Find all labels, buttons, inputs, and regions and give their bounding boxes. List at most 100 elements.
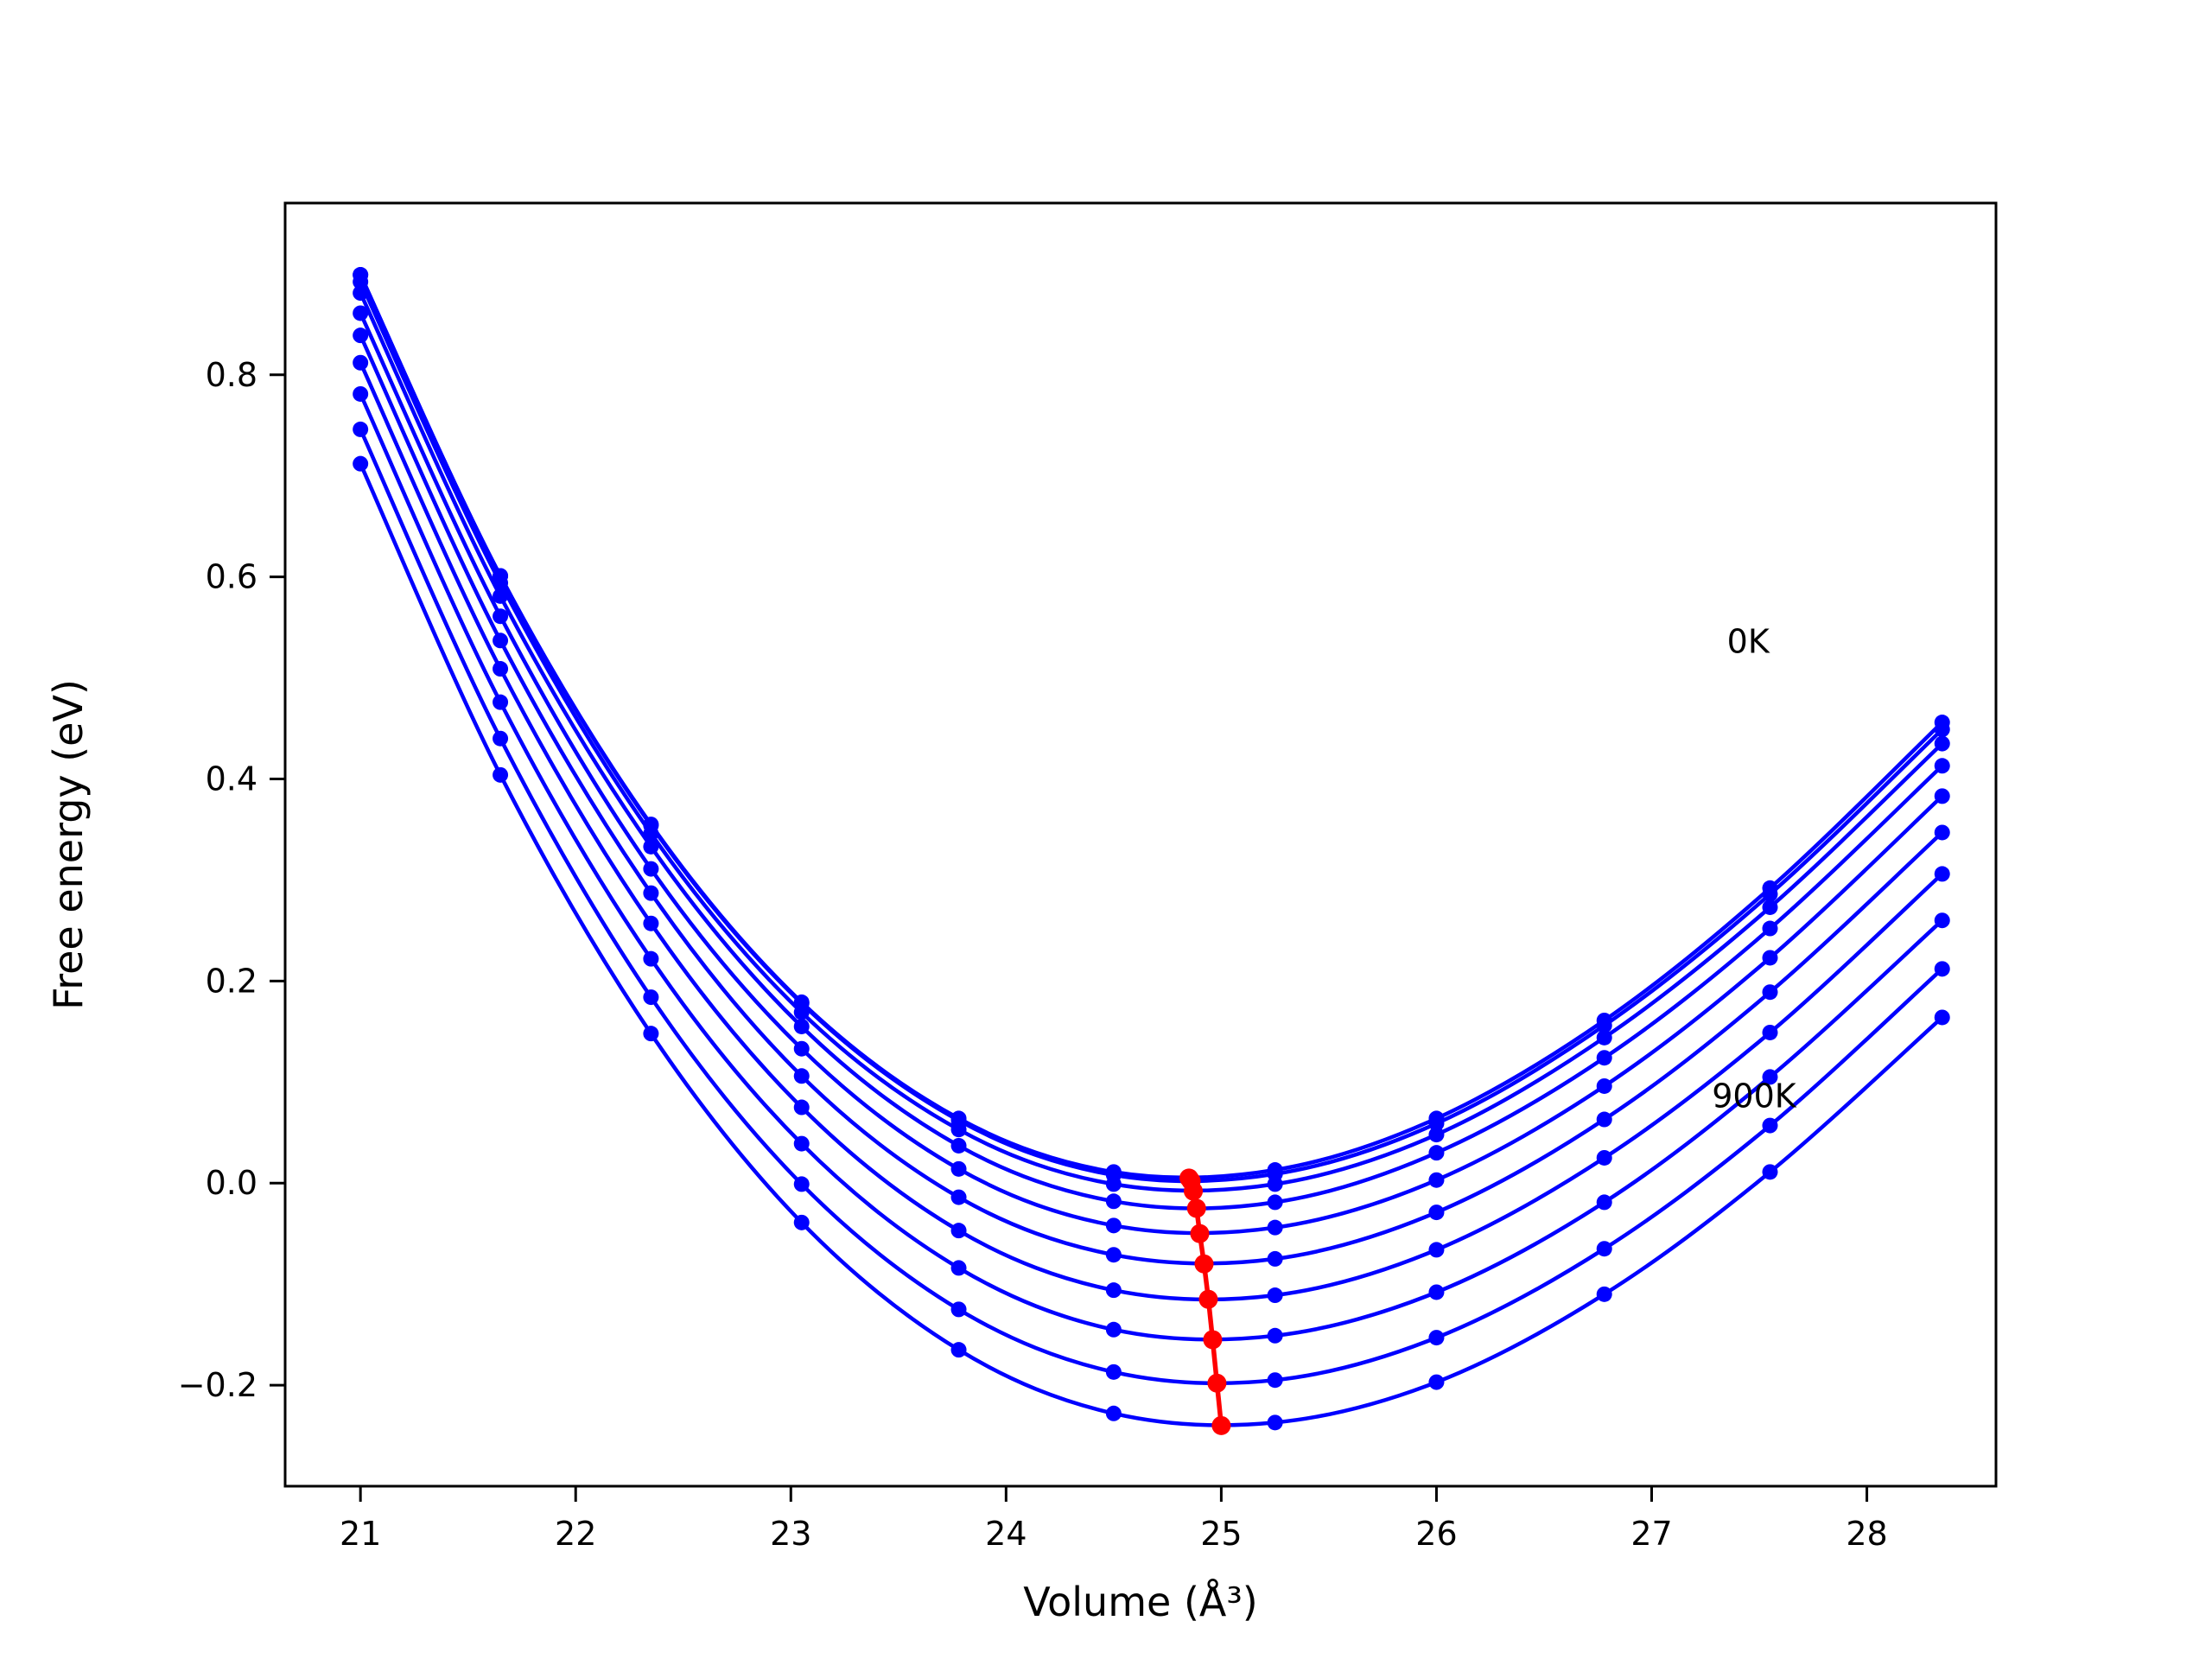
curve-800K: [358, 427, 1944, 1386]
point-800K: [1267, 1372, 1283, 1389]
point-900K: [793, 1214, 810, 1230]
point-700K: [1428, 1284, 1445, 1300]
y-tick-label: 0.0: [206, 1164, 257, 1202]
y-tick-label: 0.6: [206, 558, 257, 596]
point-500K: [353, 327, 369, 344]
curve-600K: [358, 360, 1944, 1302]
point-100K: [1428, 1116, 1445, 1132]
point-300K: [793, 1018, 810, 1034]
point-900K: [1596, 1286, 1612, 1302]
point-300K: [1105, 1193, 1122, 1210]
point-100K: [1762, 886, 1778, 902]
point-600K: [793, 1099, 810, 1116]
minima-point: [1190, 1224, 1210, 1243]
curve-100K: [358, 272, 1944, 1184]
point-300K: [1428, 1145, 1445, 1161]
point-900K: [643, 1026, 659, 1042]
point-200K: [1267, 1176, 1283, 1192]
point-600K: [1428, 1242, 1445, 1258]
minima-point: [1186, 1198, 1206, 1218]
point-200K: [353, 274, 369, 290]
point-800K: [793, 1176, 810, 1192]
point-600K: [1105, 1282, 1122, 1299]
point-300K: [353, 285, 369, 302]
point-200K: [950, 1122, 967, 1138]
point-400K: [793, 1040, 810, 1057]
y-tick-label: 0.4: [206, 760, 257, 798]
point-500K: [1762, 984, 1778, 1001]
point-400K: [1105, 1217, 1122, 1234]
point-800K: [1105, 1363, 1122, 1380]
point-600K: [643, 915, 659, 931]
curve-500K: [358, 333, 1944, 1266]
point-200K: [793, 1004, 810, 1020]
point-900K: [1267, 1414, 1283, 1431]
point-900K: [493, 766, 509, 783]
point-900K: [1428, 1374, 1445, 1390]
point-800K: [1596, 1241, 1612, 1257]
point-800K: [1762, 1117, 1778, 1134]
point-800K: [1428, 1330, 1445, 1346]
curve-400K: [358, 311, 1944, 1236]
point-300K: [950, 1137, 967, 1154]
point-500K: [950, 1189, 967, 1205]
point-700K: [1105, 1321, 1122, 1338]
minima-point: [1203, 1330, 1223, 1350]
x-tick-label: 25: [1200, 1515, 1242, 1553]
point-800K: [353, 421, 369, 437]
point-300K: [643, 838, 659, 855]
point-500K: [1428, 1205, 1445, 1221]
point-500K: [643, 885, 659, 901]
point-400K: [1596, 1077, 1612, 1094]
point-500K: [1267, 1250, 1283, 1267]
minima-point: [1184, 1181, 1204, 1201]
point-400K: [1267, 1219, 1283, 1236]
point-600K: [1596, 1149, 1612, 1166]
point-800K: [950, 1301, 967, 1318]
point-300K: [493, 588, 509, 604]
point-100K: [1596, 1017, 1612, 1033]
point-600K: [950, 1223, 967, 1239]
minima-point: [1194, 1254, 1214, 1274]
point-900K: [1934, 1009, 1950, 1026]
point-200K: [1762, 899, 1778, 915]
annotation-0K: 0K: [1727, 622, 1770, 660]
point-200K: [1934, 735, 1950, 752]
point-500K: [1934, 824, 1950, 841]
point-900K: [1105, 1405, 1122, 1421]
point-700K: [793, 1135, 810, 1152]
curve-0K: [358, 272, 1944, 1180]
point-900K: [353, 455, 369, 472]
curve-700K: [358, 391, 1944, 1342]
y-tick-label: 0.8: [206, 356, 257, 394]
curve-300K: [358, 290, 1944, 1211]
y-axis-label: Free energy (eV): [45, 679, 92, 1010]
point-700K: [1762, 1069, 1778, 1085]
x-tick-label: 28: [1846, 1515, 1887, 1553]
x-tick-label: 26: [1415, 1515, 1457, 1553]
point-400K: [493, 608, 509, 625]
point-400K: [1762, 950, 1778, 966]
annotation-900K: 900K: [1712, 1077, 1797, 1116]
point-800K: [493, 730, 509, 747]
point-200K: [1596, 1029, 1612, 1046]
point-200K: [1428, 1127, 1445, 1143]
curve-900K: [358, 461, 1944, 1427]
point-700K: [1596, 1194, 1612, 1211]
point-400K: [643, 861, 659, 877]
point-700K: [643, 950, 659, 967]
x-tick-label: 24: [985, 1515, 1027, 1553]
axes-frame: [283, 201, 1998, 1488]
x-axis-label: Volume (Å³): [1023, 1579, 1258, 1625]
minima-point: [1198, 1289, 1218, 1309]
point-900K: [1762, 1164, 1778, 1180]
point-800K: [1934, 961, 1950, 977]
point-400K: [950, 1160, 967, 1177]
point-700K: [1267, 1327, 1283, 1344]
point-500K: [793, 1068, 810, 1084]
x-tick-label: 27: [1630, 1515, 1672, 1553]
point-700K: [950, 1260, 967, 1276]
point-900K: [950, 1342, 967, 1358]
